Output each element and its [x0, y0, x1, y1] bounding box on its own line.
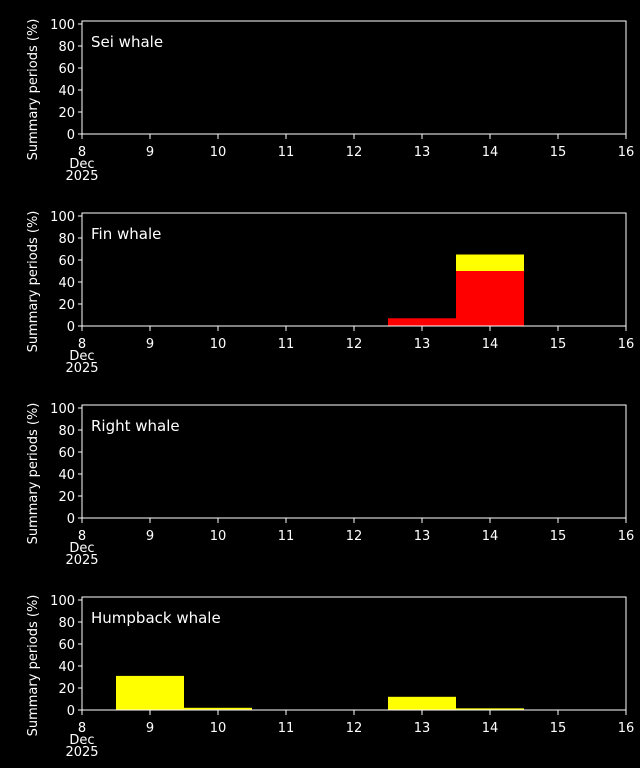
- x-tick-label: 9: [146, 721, 154, 736]
- y-tick-label: 100: [50, 210, 75, 225]
- x-tick-label: 10: [210, 529, 227, 544]
- x-tick-label: 9: [146, 529, 154, 544]
- x-tick-label: 11: [278, 529, 295, 544]
- x-tick-label: 13: [414, 529, 431, 544]
- x-tick-label: 10: [210, 145, 227, 160]
- x-sub-label: Dec: [69, 157, 94, 172]
- plot-frame: [81, 596, 627, 710]
- x-sub-label: Dec: [69, 349, 94, 364]
- y-tick-label: 40: [58, 468, 75, 483]
- x-tick-label: 16: [618, 337, 635, 352]
- y-tick-label: 100: [50, 594, 75, 609]
- y-tick-label: 40: [58, 84, 75, 99]
- x-tick-label: 8: [78, 529, 86, 544]
- panel-title: Right whale: [91, 417, 180, 435]
- x-sub-label: 2025: [65, 361, 98, 376]
- x-tick-label: 12: [346, 145, 363, 160]
- x-tick-label: 15: [550, 529, 567, 544]
- y-tick-label: 20: [58, 298, 75, 313]
- x-tick-label: 12: [346, 529, 363, 544]
- bar-3-1-5: [456, 708, 524, 710]
- y-tick-label: 20: [58, 106, 75, 121]
- x-tick-label: 13: [414, 337, 431, 352]
- y-tick-label: 0: [67, 704, 75, 719]
- y-tick-label: 20: [58, 682, 75, 697]
- x-tick-label: 16: [618, 145, 635, 160]
- x-tick-label: 14: [482, 721, 499, 736]
- panel-title: Fin whale: [91, 225, 161, 243]
- y-tick-label: 60: [58, 62, 75, 77]
- x-tick-label: 16: [618, 529, 635, 544]
- y-tick-label: 0: [67, 320, 75, 335]
- y-tick-label: 0: [67, 512, 75, 527]
- x-tick-label: 15: [550, 145, 567, 160]
- x-sub-label: Dec: [69, 541, 94, 556]
- x-tick-label: 13: [414, 145, 431, 160]
- y-tick-label: 40: [58, 276, 75, 291]
- y-axis-label: Summary periods (%): [26, 19, 41, 161]
- y-tick-label: 40: [58, 660, 75, 675]
- x-tick-label: 11: [278, 145, 295, 160]
- x-tick-label: 12: [346, 337, 363, 352]
- x-tick-label: 14: [482, 337, 499, 352]
- x-sub-label: 2025: [65, 553, 98, 568]
- x-tick-label: 8: [78, 721, 86, 736]
- x-tick-label: 10: [210, 337, 227, 352]
- y-axis-label: Summary periods (%): [26, 403, 41, 545]
- plot-frame: [81, 404, 627, 518]
- plot-frame: [81, 20, 627, 134]
- y-tick-label: 100: [50, 402, 75, 417]
- x-tick-label: 13: [414, 721, 431, 736]
- x-sub-label: Dec: [69, 733, 94, 748]
- bars: [388, 254, 524, 326]
- y-tick-label: 60: [58, 638, 75, 653]
- bar-1-0-5: [456, 271, 524, 326]
- x-tick-label: 14: [482, 529, 499, 544]
- bar-3-1-4: [388, 696, 456, 710]
- x-tick-label: 15: [550, 337, 567, 352]
- panel-title: Humpback whale: [91, 609, 221, 627]
- y-tick-label: 100: [50, 18, 75, 33]
- x-tick-label: 12: [346, 721, 363, 736]
- bar-3-1-0: [116, 675, 184, 710]
- bars: [116, 675, 524, 711]
- y-tick-label: 60: [58, 254, 75, 269]
- y-tick-label: 80: [58, 424, 75, 439]
- y-tick-label: 20: [58, 490, 75, 505]
- x-tick-label: 8: [78, 145, 86, 160]
- bar-1-1-5: [456, 254, 524, 271]
- bar-3-1-1: [184, 707, 252, 710]
- x-tick-label: 14: [482, 145, 499, 160]
- y-axis-label: Summary periods (%): [26, 211, 41, 353]
- y-tick-label: 80: [58, 232, 75, 247]
- x-sub-label: 2025: [65, 169, 98, 184]
- x-tick-label: 15: [550, 721, 567, 736]
- panel-title: Sei whale: [91, 33, 163, 51]
- x-tick-label: 9: [146, 337, 154, 352]
- y-tick-label: 60: [58, 446, 75, 461]
- x-tick-label: 8: [78, 337, 86, 352]
- x-sub-label: 2025: [65, 745, 98, 760]
- x-tick-label: 11: [278, 721, 295, 736]
- x-tick-label: 16: [618, 721, 635, 736]
- x-tick-label: 10: [210, 721, 227, 736]
- x-tick-label: 11: [278, 337, 295, 352]
- bar-1-0-4: [388, 318, 456, 326]
- y-tick-label: 0: [67, 128, 75, 143]
- y-tick-label: 80: [58, 616, 75, 631]
- y-axis-label: Summary periods (%): [26, 595, 41, 737]
- y-tick-label: 80: [58, 40, 75, 55]
- x-tick-label: 9: [146, 145, 154, 160]
- plot-frame: [81, 212, 627, 326]
